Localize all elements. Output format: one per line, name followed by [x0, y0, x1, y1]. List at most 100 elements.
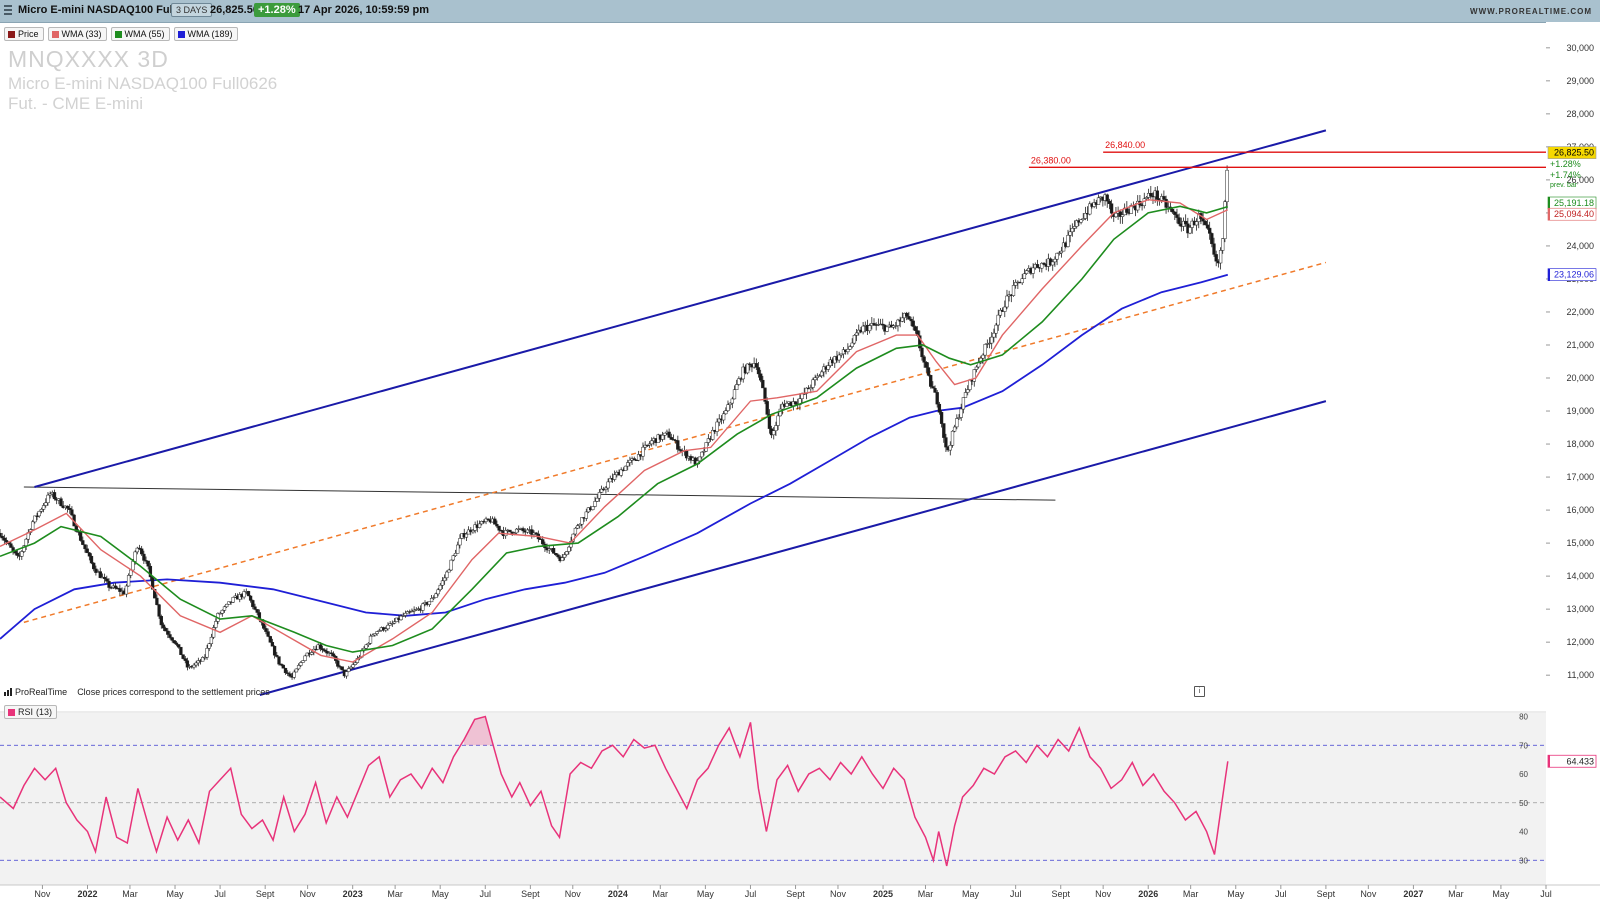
- price-label-bar: [1548, 197, 1550, 210]
- candle-body: [702, 450, 706, 453]
- candle-body: [966, 389, 970, 393]
- candle-body: [174, 642, 179, 645]
- rsi-chart: 30 40 50 60 70 80 64.433: [0, 713, 1597, 867]
- candle-body: [660, 434, 665, 440]
- candle-body: [765, 401, 769, 415]
- candle-body: [124, 585, 129, 595]
- candle-body: [142, 553, 146, 561]
- candle-body: [584, 511, 588, 519]
- candle-body: [981, 354, 985, 359]
- time-tick-label: 2027: [1403, 889, 1423, 899]
- legend-wma55[interactable]: WMA (55): [110, 27, 170, 41]
- candle-body: [499, 530, 503, 532]
- candle-body: [1075, 220, 1079, 227]
- candle-body: [170, 637, 174, 641]
- brand-url[interactable]: WWW.PROREALTIME.COM: [1470, 7, 1592, 16]
- price-tick-label: 21,000: [1566, 340, 1594, 350]
- chart-footer: ProRealTime Close prices correspond to t…: [4, 687, 270, 697]
- candle-body: [364, 644, 368, 649]
- time-tick-label: Mar: [1448, 889, 1464, 899]
- candle-body: [1214, 254, 1218, 262]
- rsi-overbought-fill: [464, 716, 494, 746]
- candle-body: [1003, 306, 1007, 312]
- candle-body: [606, 481, 610, 489]
- time-tick-label: May: [1492, 889, 1510, 899]
- candle-body: [580, 517, 584, 525]
- legend-wma189[interactable]: WMA (189): [173, 27, 238, 41]
- rsi-tick-label: 50: [1519, 799, 1528, 808]
- drag-handle-icon[interactable]: [4, 3, 14, 17]
- candle-body: [745, 363, 750, 374]
- datetime: 17 Apr 2026, 10:59:59 pm: [298, 4, 430, 16]
- candle-body: [636, 454, 641, 461]
- price-tick-label: 24,000: [1566, 241, 1594, 251]
- candle-body: [717, 418, 721, 423]
- candle-body: [1218, 250, 1223, 264]
- candle-body: [926, 367, 931, 376]
- resistance-levels: 26,380.00 26,840.00: [1028, 140, 1546, 169]
- candle-body: [399, 615, 403, 621]
- candle-body: [131, 561, 135, 571]
- candle-body: [1118, 211, 1122, 217]
- candle-body: [974, 366, 979, 370]
- candle-body: [1194, 221, 1199, 226]
- candle-body: [477, 523, 482, 528]
- candle-body: [46, 494, 50, 503]
- resistance-label: 26,380.00: [1031, 155, 1071, 165]
- candle-body: [253, 606, 257, 610]
- candle-body: [676, 440, 680, 450]
- candle-body: [24, 538, 28, 546]
- candle-body: [1020, 278, 1024, 284]
- candle-body: [593, 501, 597, 507]
- time-tick-label: Sept: [521, 889, 540, 899]
- candle-body: [109, 587, 113, 589]
- candle-body: [767, 414, 772, 429]
- candle-body: [183, 658, 187, 661]
- price-tick-label: 12,000: [1566, 637, 1594, 647]
- candle-body: [218, 613, 222, 615]
- time-tick-label: Mar: [653, 889, 669, 899]
- candle-body: [2, 537, 7, 541]
- candle-body: [1201, 218, 1205, 222]
- candle-body: [22, 545, 26, 552]
- candle-body: [161, 624, 166, 629]
- candle-body: [1155, 190, 1159, 200]
- candle-body: [458, 538, 462, 546]
- period-badge[interactable]: 3 DAYS: [171, 3, 213, 17]
- price-tick-label: 29,000: [1566, 76, 1594, 86]
- candle-body: [711, 430, 715, 440]
- candle-body: [645, 444, 649, 447]
- candle-body: [1088, 203, 1092, 215]
- candle-body: [521, 528, 525, 532]
- candle-body: [286, 672, 290, 674]
- candle-body: [386, 624, 390, 630]
- candle-body: [597, 492, 602, 499]
- candle-body: [412, 609, 416, 612]
- candle-body: [1055, 252, 1059, 260]
- candle-body: [366, 643, 370, 646]
- candle-body: [848, 346, 852, 350]
- legend-price[interactable]: Price: [4, 27, 44, 41]
- candle-body: [671, 439, 676, 441]
- candle-body: [955, 418, 959, 428]
- info-icon[interactable]: i: [1194, 686, 1205, 697]
- candle-body: [292, 671, 296, 678]
- candle-body: [310, 652, 314, 655]
- candle-body: [567, 546, 571, 552]
- time-tick-label: Mar: [387, 889, 403, 899]
- candle-body: [933, 388, 937, 393]
- legend-wma33[interactable]: WMA (33): [47, 27, 107, 41]
- settlement-note: Close prices correspond to the settlemen…: [77, 687, 270, 697]
- candle-body: [994, 324, 998, 334]
- candle-body: [294, 668, 299, 673]
- candle-body: [159, 616, 163, 626]
- candle-body: [1114, 212, 1118, 218]
- price-tick-label: 15,000: [1566, 538, 1594, 548]
- candle-body: [440, 580, 445, 586]
- rsi-legend[interactable]: RSI (13): [4, 705, 58, 719]
- candle-body: [922, 356, 926, 363]
- time-tick-label: May: [1227, 889, 1245, 899]
- candle-body: [449, 559, 453, 571]
- candle-body: [447, 569, 451, 573]
